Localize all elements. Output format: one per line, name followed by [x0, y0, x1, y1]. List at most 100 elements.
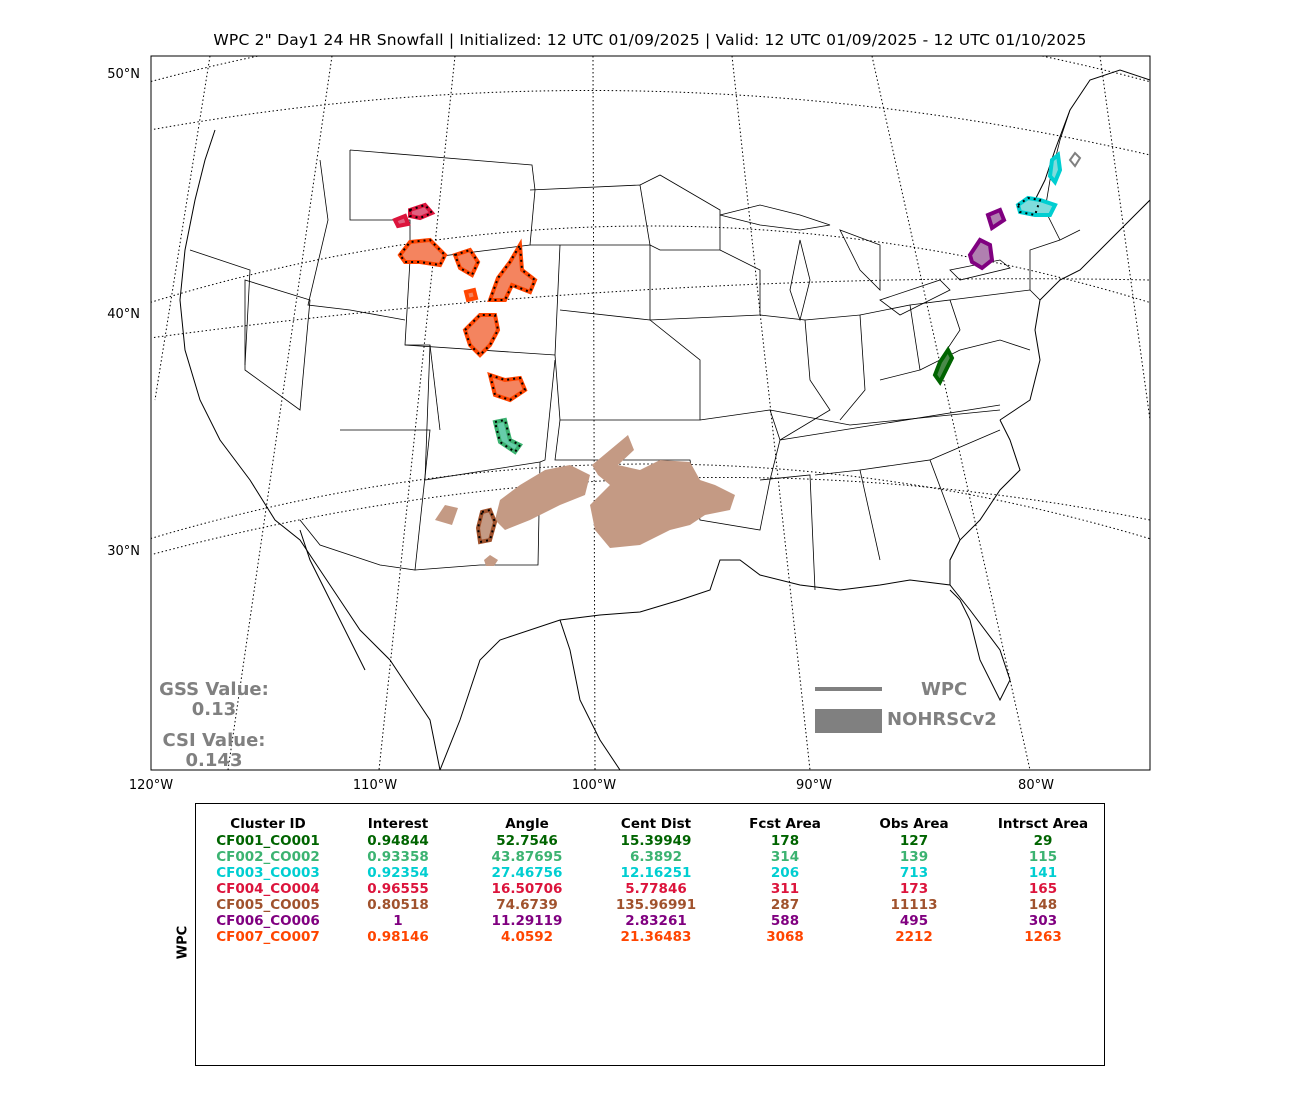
table-cell: 303 — [1028, 912, 1058, 929]
table-cell: CF006_CO006 — [216, 912, 320, 929]
table-cell: 165 — [1028, 880, 1058, 897]
table-cell: 29 — [1033, 832, 1053, 849]
table-cell: 1263 — [1024, 928, 1062, 945]
table-cell: 1 — [393, 912, 403, 929]
cluster-cf006 — [967, 207, 1007, 271]
lon-label-110: 110°W — [352, 778, 398, 793]
table-cell: 135.96991 — [615, 896, 697, 913]
table-cell: 11113 — [890, 896, 938, 913]
table-row: CF003_CO003 0.92354 27.46756 12.16251 206 713… — [203, 865, 1107, 881]
table-side-label: WPC — [175, 925, 191, 960]
table-cell: 127 — [899, 832, 929, 849]
lat-label-50: 50°N — [107, 67, 140, 82]
table-body: CF001_CO001 0.94844 52.7546 15.39949 178 127 2… — [203, 833, 1107, 945]
great-lakes — [719, 204, 1011, 322]
table-cell: 16.50706 — [491, 880, 563, 897]
col-header-intrsct-area: Intrsct Area — [997, 815, 1089, 832]
gss-label: GSS Value: — [159, 679, 269, 700]
table-cell: 15.39949 — [620, 832, 692, 849]
table-cell: 141 — [1028, 864, 1058, 881]
table-row: CF005_CO005 0.80518 74.6739 135.96991 287 111… — [203, 897, 1107, 913]
lon-label-120: 120°W — [128, 778, 174, 793]
csi-label: CSI Value: — [162, 730, 266, 751]
lat-label-30: 30°N — [107, 544, 140, 559]
table-cell: 21.36483 — [620, 928, 692, 945]
legend-nohrsc-swatch — [815, 709, 882, 733]
table-cell: CF003_CO003 — [216, 864, 320, 881]
col-header-angle: Angle — [505, 815, 549, 832]
table-cell: 52.7546 — [496, 832, 558, 849]
cluster-cf003 — [1015, 151, 1063, 217]
table-cell: 588 — [770, 912, 800, 929]
table-cell: 11.29119 — [491, 912, 563, 929]
table-cell: 0.94844 — [367, 832, 429, 849]
table-cell: CF002_CO002 — [216, 848, 320, 865]
table-cell: 0.80518 — [367, 896, 429, 913]
table-cell: 6.3892 — [629, 848, 683, 865]
col-header-cluster-id: Cluster ID — [230, 815, 306, 832]
col-header-obs-area: Obs Area — [879, 815, 949, 832]
table-cell: 713 — [899, 864, 929, 881]
table-row: CF007_CO007 0.98146 4.0592 21.36483 3068 2212… — [203, 929, 1107, 945]
col-header-cent-dist: Cent Dist — [620, 815, 692, 832]
table-row: CF001_CO001 0.94844 52.7546 15.39949 178 127 2… — [203, 833, 1107, 849]
table-cell: 287 — [770, 896, 800, 913]
obs-area-cf005c — [435, 505, 458, 525]
cluster-cf002 — [492, 417, 523, 455]
table-cell: 311 — [770, 880, 800, 897]
table-cell: 173 — [899, 880, 929, 897]
obs-area-cf005 — [590, 435, 735, 548]
wpc-small-contour — [1068, 151, 1082, 168]
table-cell: 206 — [770, 864, 800, 881]
map-frame — [150, 55, 1151, 771]
table-cell: 178 — [770, 832, 800, 849]
obs-areas — [435, 435, 735, 566]
map-content — [151, 56, 1150, 770]
map-svg — [150, 55, 1151, 771]
table-cell: 495 — [899, 912, 929, 929]
table-cell: 314 — [770, 848, 800, 865]
cluster-cf001 — [932, 346, 955, 386]
obs-area-cf005d — [484, 555, 498, 566]
legend-wpc-label: WPC — [921, 679, 968, 700]
lat-label-40: 40°N — [107, 307, 140, 322]
csi-value: 0.143 — [185, 750, 243, 771]
table-cell: 27.46756 — [491, 864, 563, 881]
cluster-cf007 — [397, 237, 538, 403]
table-cell: 12.16251 — [620, 864, 692, 881]
lon-label-100: 100°W — [571, 778, 617, 793]
table-cell: CF005_CO005 — [216, 896, 320, 913]
table-row: CF004_CO004 0.96555 16.50706 5.77846 311 173 1… — [203, 881, 1107, 897]
table-row: CF002_CO002 0.93358 43.87695 6.3892 314 139 11… — [203, 849, 1107, 865]
table-cell: 0.93358 — [367, 848, 429, 865]
table-cell: CF007_CO007 — [216, 928, 320, 945]
stats-table-frame — [195, 803, 1105, 1066]
table-cell: 43.87695 — [491, 848, 563, 865]
chart-title: WPC 2" Day1 24 HR Snowfall | Initialized… — [213, 31, 1087, 49]
table-cell: 2212 — [895, 928, 933, 945]
lon-label-80: 80°W — [1018, 778, 1054, 793]
table-cell: 139 — [899, 848, 929, 865]
legend-nohrsc-label: NOHRSCv2 — [887, 709, 997, 730]
table-cell: 74.6739 — [496, 896, 558, 913]
table-cell: CF004_CO004 — [216, 880, 320, 897]
cluster-stats-table: Cluster ID Interest Angle Cent Dist Fcst… — [203, 814, 1107, 945]
map-panel: 50°N 40°N 30°N 120°W 110°W 100°W 90°W 80… — [107, 55, 1151, 793]
graticule — [151, 56, 1150, 770]
table-cell: 4.0592 — [500, 928, 554, 945]
table-cell: 0.92354 — [367, 864, 429, 881]
gss-value: 0.13 — [191, 699, 237, 720]
table-cell: 148 — [1028, 896, 1058, 913]
cluster-cf005 — [475, 507, 498, 545]
table-cell: 0.96555 — [367, 880, 429, 897]
table-cell: 2.83261 — [625, 912, 687, 929]
table-cell: CF001_CO001 — [216, 832, 320, 849]
table-cell: 3068 — [766, 928, 804, 945]
fcst-dotted-lines — [398, 196, 1042, 544]
col-header-fcst-area: Fcst Area — [749, 815, 821, 832]
obs-area-cf005b — [495, 465, 590, 530]
col-header-interest: Interest — [367, 815, 429, 832]
lon-label-90: 90°W — [796, 778, 832, 793]
table-cell: 0.98146 — [367, 928, 429, 945]
table-cell: 5.77846 — [625, 880, 687, 897]
